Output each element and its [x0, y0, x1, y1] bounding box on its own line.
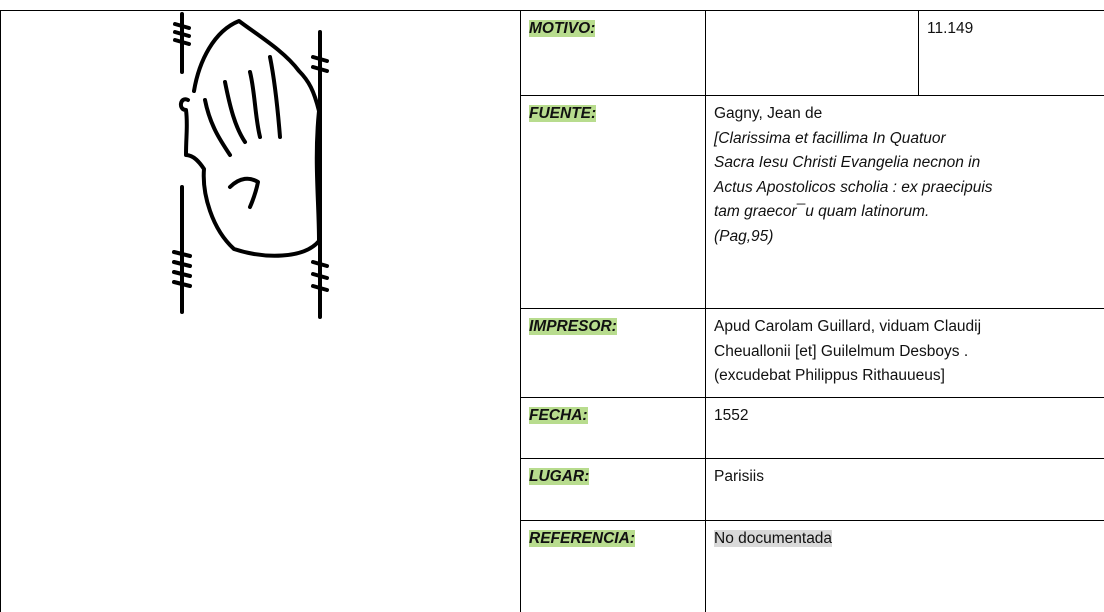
- row-label: LUGAR:: [529, 468, 590, 485]
- value-line: Actus Apostolicos scholia : ex praecipui…: [714, 178, 993, 196]
- row-label: FECHA:: [529, 407, 588, 424]
- row-value: [706, 11, 918, 23]
- row-label: MOTIVO:: [529, 20, 596, 37]
- row-label: REFERENCIA:: [529, 530, 635, 547]
- row-value: Parisiis: [714, 468, 764, 485]
- watermark-drawing: [172, 12, 329, 319]
- value-line: Apud Carolam Guillard, viduam Claudij: [714, 318, 982, 335]
- value-line: [Clarissima et facillima In Quatuor: [714, 129, 946, 147]
- row-value: 1552: [714, 407, 749, 424]
- value-line: Sacra Iesu Christi Evangelia necnon in: [714, 154, 981, 171]
- row-value: No documentada: [714, 530, 833, 547]
- value-line: Cheuallonii [et] Guilelmum Desboys .: [714, 342, 969, 360]
- value-line: (Pag,95): [714, 227, 774, 245]
- value-line: tam graecor¯u quam latinorum.: [714, 203, 930, 220]
- row-label: FUENTE:: [529, 105, 597, 122]
- row-label: IMPRESOR:: [529, 318, 617, 335]
- value-line: Gagny, Jean de: [714, 105, 823, 122]
- motif-number: 11.149: [927, 20, 974, 37]
- value-line: (excudebat Philippus Rithauueus]: [714, 367, 945, 384]
